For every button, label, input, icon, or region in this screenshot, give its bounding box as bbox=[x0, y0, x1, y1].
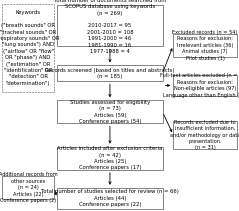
Bar bbox=[173, 34, 237, 57]
Bar bbox=[57, 188, 163, 209]
Bar bbox=[57, 65, 163, 81]
Text: Records screened (based on titles and abstracts)
(n = 185): Records screened (based on titles and ab… bbox=[45, 68, 175, 79]
Text: Total number of studies selected for review (n = 66)
Articles (44)
Conference pa: Total number of studies selected for rev… bbox=[41, 189, 179, 207]
Bar bbox=[173, 121, 237, 149]
Bar bbox=[57, 5, 163, 46]
Text: Full-text articles excluded (n = 112)
Reasons for exclusion:
Non-eligible articl: Full-text articles excluded (n = 112) Re… bbox=[160, 73, 239, 97]
Text: Studies assessed for eligibility
(n = 73)
Articles (59)
Conference papers (54): Studies assessed for eligibility (n = 73… bbox=[70, 100, 150, 124]
Text: Total number of documents searched from
SCOPUS database using keywords
(n = 269): Total number of documents searched from … bbox=[54, 0, 166, 54]
Text: Keywords

("breath sounds" OR
"tracheal sounds" OR
"respiratory sounds" OR
"lung: Keywords ("breath sounds" OR "tracheal s… bbox=[0, 10, 60, 86]
Text: Articles included after exclusion criteria
(n = 42)
Articles (25)
Conference pap: Articles included after exclusion criter… bbox=[57, 146, 163, 170]
Bar bbox=[2, 176, 54, 199]
Text: Records excluded due to
insufficient information,
and/or methodology or data
pre: Records excluded due to insufficient inf… bbox=[170, 120, 239, 150]
Bar bbox=[57, 100, 163, 123]
Bar bbox=[57, 147, 163, 170]
Bar bbox=[173, 75, 237, 96]
Bar bbox=[2, 4, 54, 92]
Text: Additional records from
other sources
(n = 24)
Articles (22)
Conference papers (: Additional records from other sources (n… bbox=[0, 172, 57, 203]
Text: Excluded records (n = 54)
Reasons for exclusion:
Irrelevant articles (36)
Animal: Excluded records (n = 54) Reasons for ex… bbox=[172, 30, 238, 61]
